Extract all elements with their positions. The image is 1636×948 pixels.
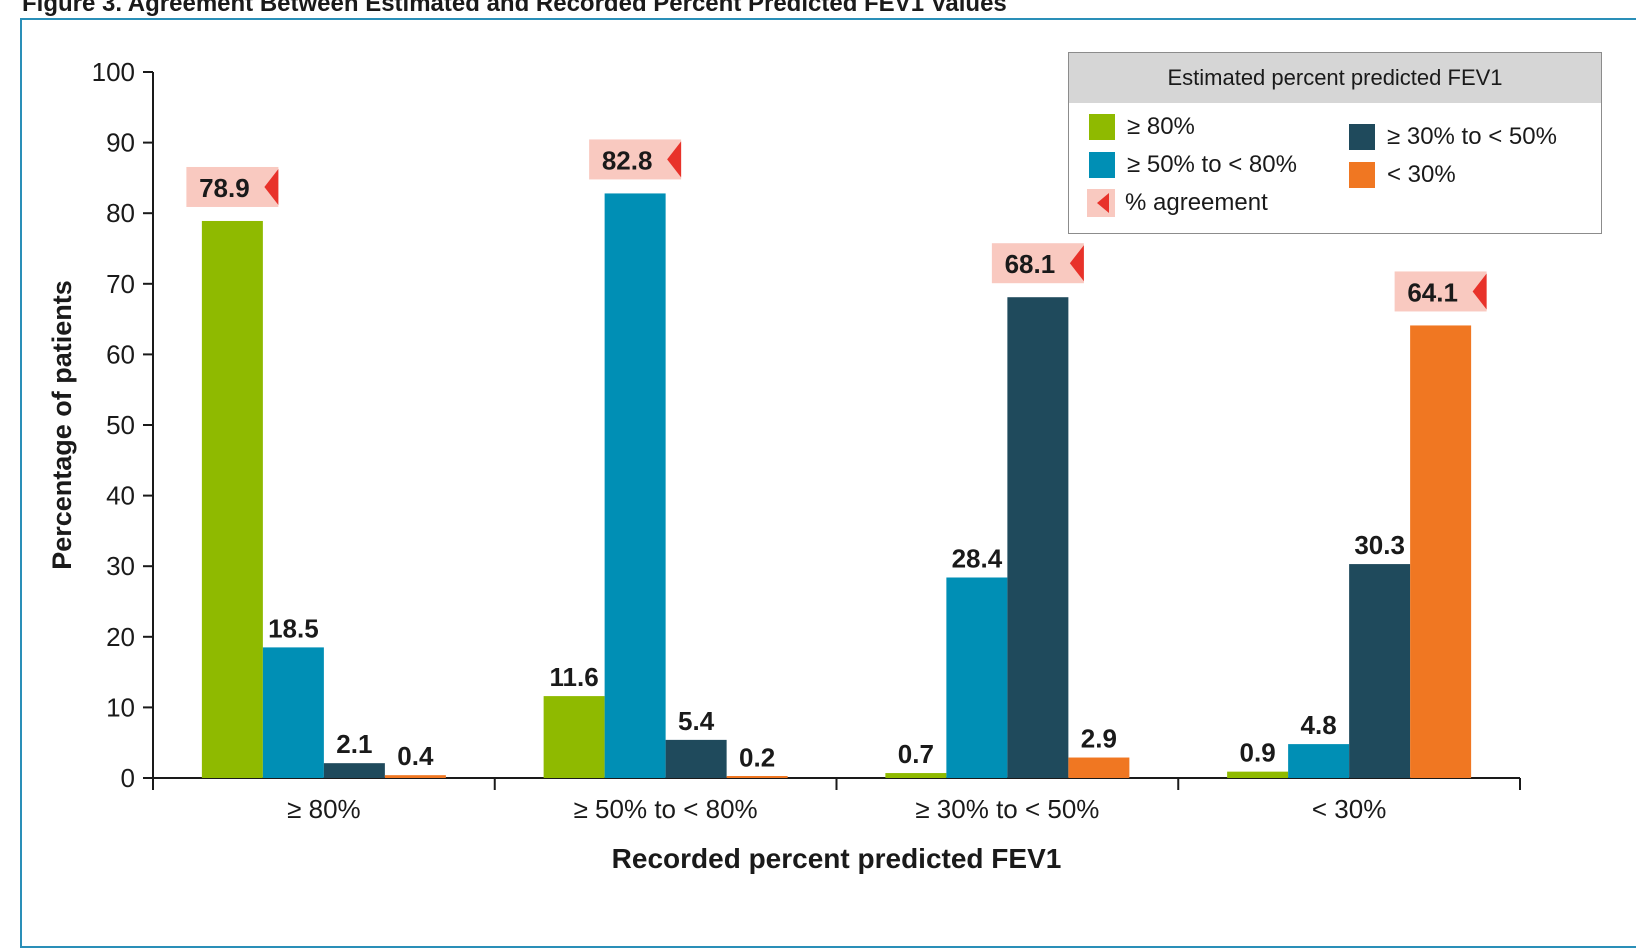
x-tick-label: ≥ 30% to < 50%: [915, 794, 1099, 824]
data-label: 28.4: [952, 543, 1003, 573]
data-label: 0.9: [1240, 738, 1276, 768]
data-label: 0.2: [739, 743, 775, 773]
legend: Estimated percent predicted FEV1 ≥ 80% ≥…: [1068, 52, 1602, 234]
x-tick-label: ≥ 80%: [287, 794, 361, 824]
legend-label: % agreement: [1125, 189, 1268, 216]
bar: [201, 220, 263, 778]
bar: [885, 773, 947, 778]
y-tick-label: 70: [106, 269, 135, 299]
y-tick-label: 20: [106, 622, 135, 652]
bar: [604, 193, 666, 778]
bar: [1410, 325, 1472, 778]
legend-item-30-50: ≥ 30% to < 50%: [1349, 123, 1557, 151]
agreement-badge: [186, 166, 279, 207]
legend-swatch-orange: [1349, 162, 1375, 188]
agreement-marker: [667, 141, 682, 178]
y-tick-label: 50: [106, 410, 135, 440]
legend-label: ≥ 30% to < 50%: [1387, 123, 1557, 150]
data-label: 5.4: [678, 706, 715, 736]
agreement-marker: [1472, 273, 1487, 310]
y-tick-label: 80: [106, 198, 135, 228]
bar: [384, 775, 446, 778]
legend-title: Estimated percent predicted FEV1: [1069, 53, 1601, 103]
bar: [543, 696, 605, 778]
data-label: 11.6: [550, 662, 599, 692]
x-tick-label: ≥ 50% to < 80%: [574, 794, 758, 824]
y-tick-label: 30: [106, 551, 135, 581]
legend-item-50-80: ≥ 50% to < 80%: [1089, 151, 1297, 179]
y-tick-label: 40: [106, 481, 135, 511]
legend-item-ge80: ≥ 80%: [1089, 113, 1195, 141]
agreement-marker: [264, 168, 279, 205]
legend-swatch-navy: [1349, 124, 1375, 150]
data-label: 30.3: [1354, 530, 1405, 560]
agreement-badge: [1394, 271, 1487, 312]
data-label: 4.8: [1301, 710, 1337, 740]
bar: [1007, 297, 1069, 778]
bar: [1288, 744, 1350, 778]
data-label: 0.7: [898, 739, 934, 769]
agreement-marker: [1069, 245, 1084, 282]
legend-swatch-blue: [1089, 152, 1115, 178]
data-label: 18.5: [268, 613, 319, 643]
bar: [1349, 564, 1411, 778]
x-axis-title: Recorded percent predicted FEV1: [612, 843, 1062, 874]
agreement-marker-icon: [1087, 189, 1115, 217]
y-tick-label: 100: [92, 57, 135, 87]
data-label: 2.1: [336, 729, 372, 759]
agreement-badge: [991, 243, 1084, 284]
x-tick-label: < 30%: [1312, 794, 1386, 824]
bar: [1227, 771, 1289, 778]
legend-label: ≥ 50% to < 80%: [1127, 151, 1297, 178]
legend-label: ≥ 80%: [1127, 113, 1195, 140]
bar-chart: 0 10 20 30 40 50 60 70 80 90 100 Percentage of pati…: [47, 57, 1521, 874]
y-tick-label: 60: [106, 339, 135, 369]
y-axis-title: Percentage of patients: [47, 280, 77, 570]
y-tick-label: 90: [106, 128, 135, 158]
legend-swatch-green: [1089, 114, 1115, 140]
agreement-label: 82.8: [602, 145, 653, 175]
y-tick-label: 0: [121, 763, 135, 793]
bar: [262, 647, 324, 778]
bar: [946, 577, 1008, 778]
bar: [726, 776, 788, 778]
bar: [1068, 757, 1130, 778]
y-tick-label: 10: [106, 692, 135, 722]
data-label: 2.9: [1081, 724, 1117, 754]
bar: [665, 739, 727, 778]
data-label: 0.4: [397, 741, 434, 771]
figure-title: Figure 3. Agreement Between Estimated an…: [22, 0, 1007, 17]
agreement-badge: [589, 139, 682, 180]
legend-label: < 30%: [1387, 161, 1456, 188]
agreement-label: 64.1: [1407, 277, 1458, 307]
legend-item-agreement: % agreement: [1087, 189, 1268, 217]
bar: [323, 763, 385, 778]
agreement-label: 78.9: [199, 173, 250, 203]
legend-item-lt30: < 30%: [1349, 161, 1456, 189]
agreement-label: 68.1: [1005, 249, 1056, 279]
